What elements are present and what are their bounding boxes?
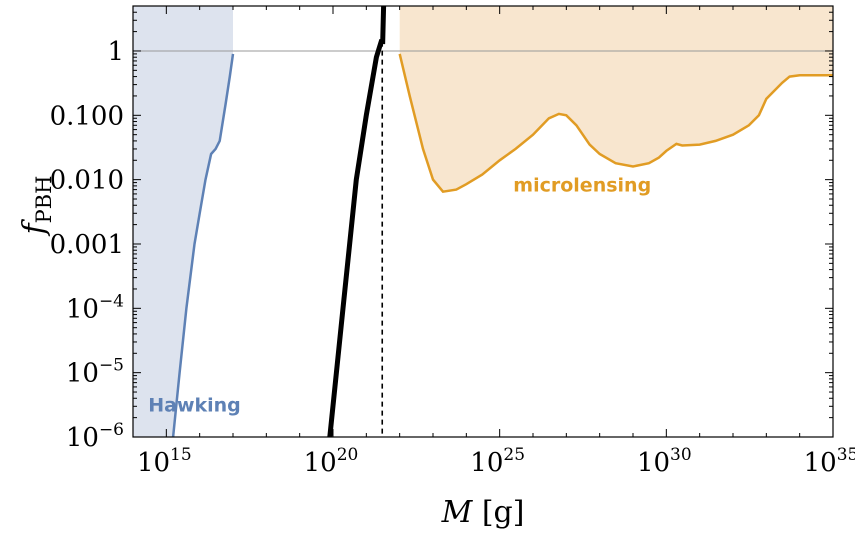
pbh-mass-spectrum-line xyxy=(327,6,387,437)
y-tick-label: 1 xyxy=(107,37,124,67)
y-axis-ticks: 10−6 10−5 10−4 0.001 0.010 0.100 1 xyxy=(50,5,833,453)
x-axis-title: M [g] xyxy=(441,495,525,530)
y-tick-label: 10−4 xyxy=(66,291,124,324)
plot-frame xyxy=(132,5,834,438)
y-tick-label: 0.100 xyxy=(50,101,124,131)
x-tick-label: 1020 xyxy=(304,445,359,478)
x-axis-label: M [g] xyxy=(441,495,525,530)
x-tick-label: 1030 xyxy=(637,445,692,478)
microlensing-label: microlensing xyxy=(513,175,651,197)
hawking-constraint-line xyxy=(171,53,235,437)
x-axis-ticks: 1015 1020 1025 1030 1035 xyxy=(132,6,855,478)
plot-area xyxy=(133,6,833,437)
Hawking-label: Hawking xyxy=(148,394,241,416)
microlensing-region-fill xyxy=(399,6,833,192)
y-axis-title: fPBH xyxy=(17,176,56,237)
y-tick-label: 0.001 xyxy=(50,230,124,260)
microlensing-constraint-line xyxy=(398,53,833,194)
hawking-region-fill xyxy=(133,6,233,437)
x-tick-label: 1025 xyxy=(470,445,525,478)
x-tick-label: 1035 xyxy=(804,445,855,478)
x-tick-label: 1015 xyxy=(137,445,192,478)
y-tick-label: 10−6 xyxy=(66,420,124,453)
y-tick-label: 0.010 xyxy=(50,166,124,196)
y-axis-label: fPBH xyxy=(17,176,56,237)
y-tick-label: 10−5 xyxy=(66,356,124,389)
annotations: Hawking microlensing xyxy=(148,175,651,417)
